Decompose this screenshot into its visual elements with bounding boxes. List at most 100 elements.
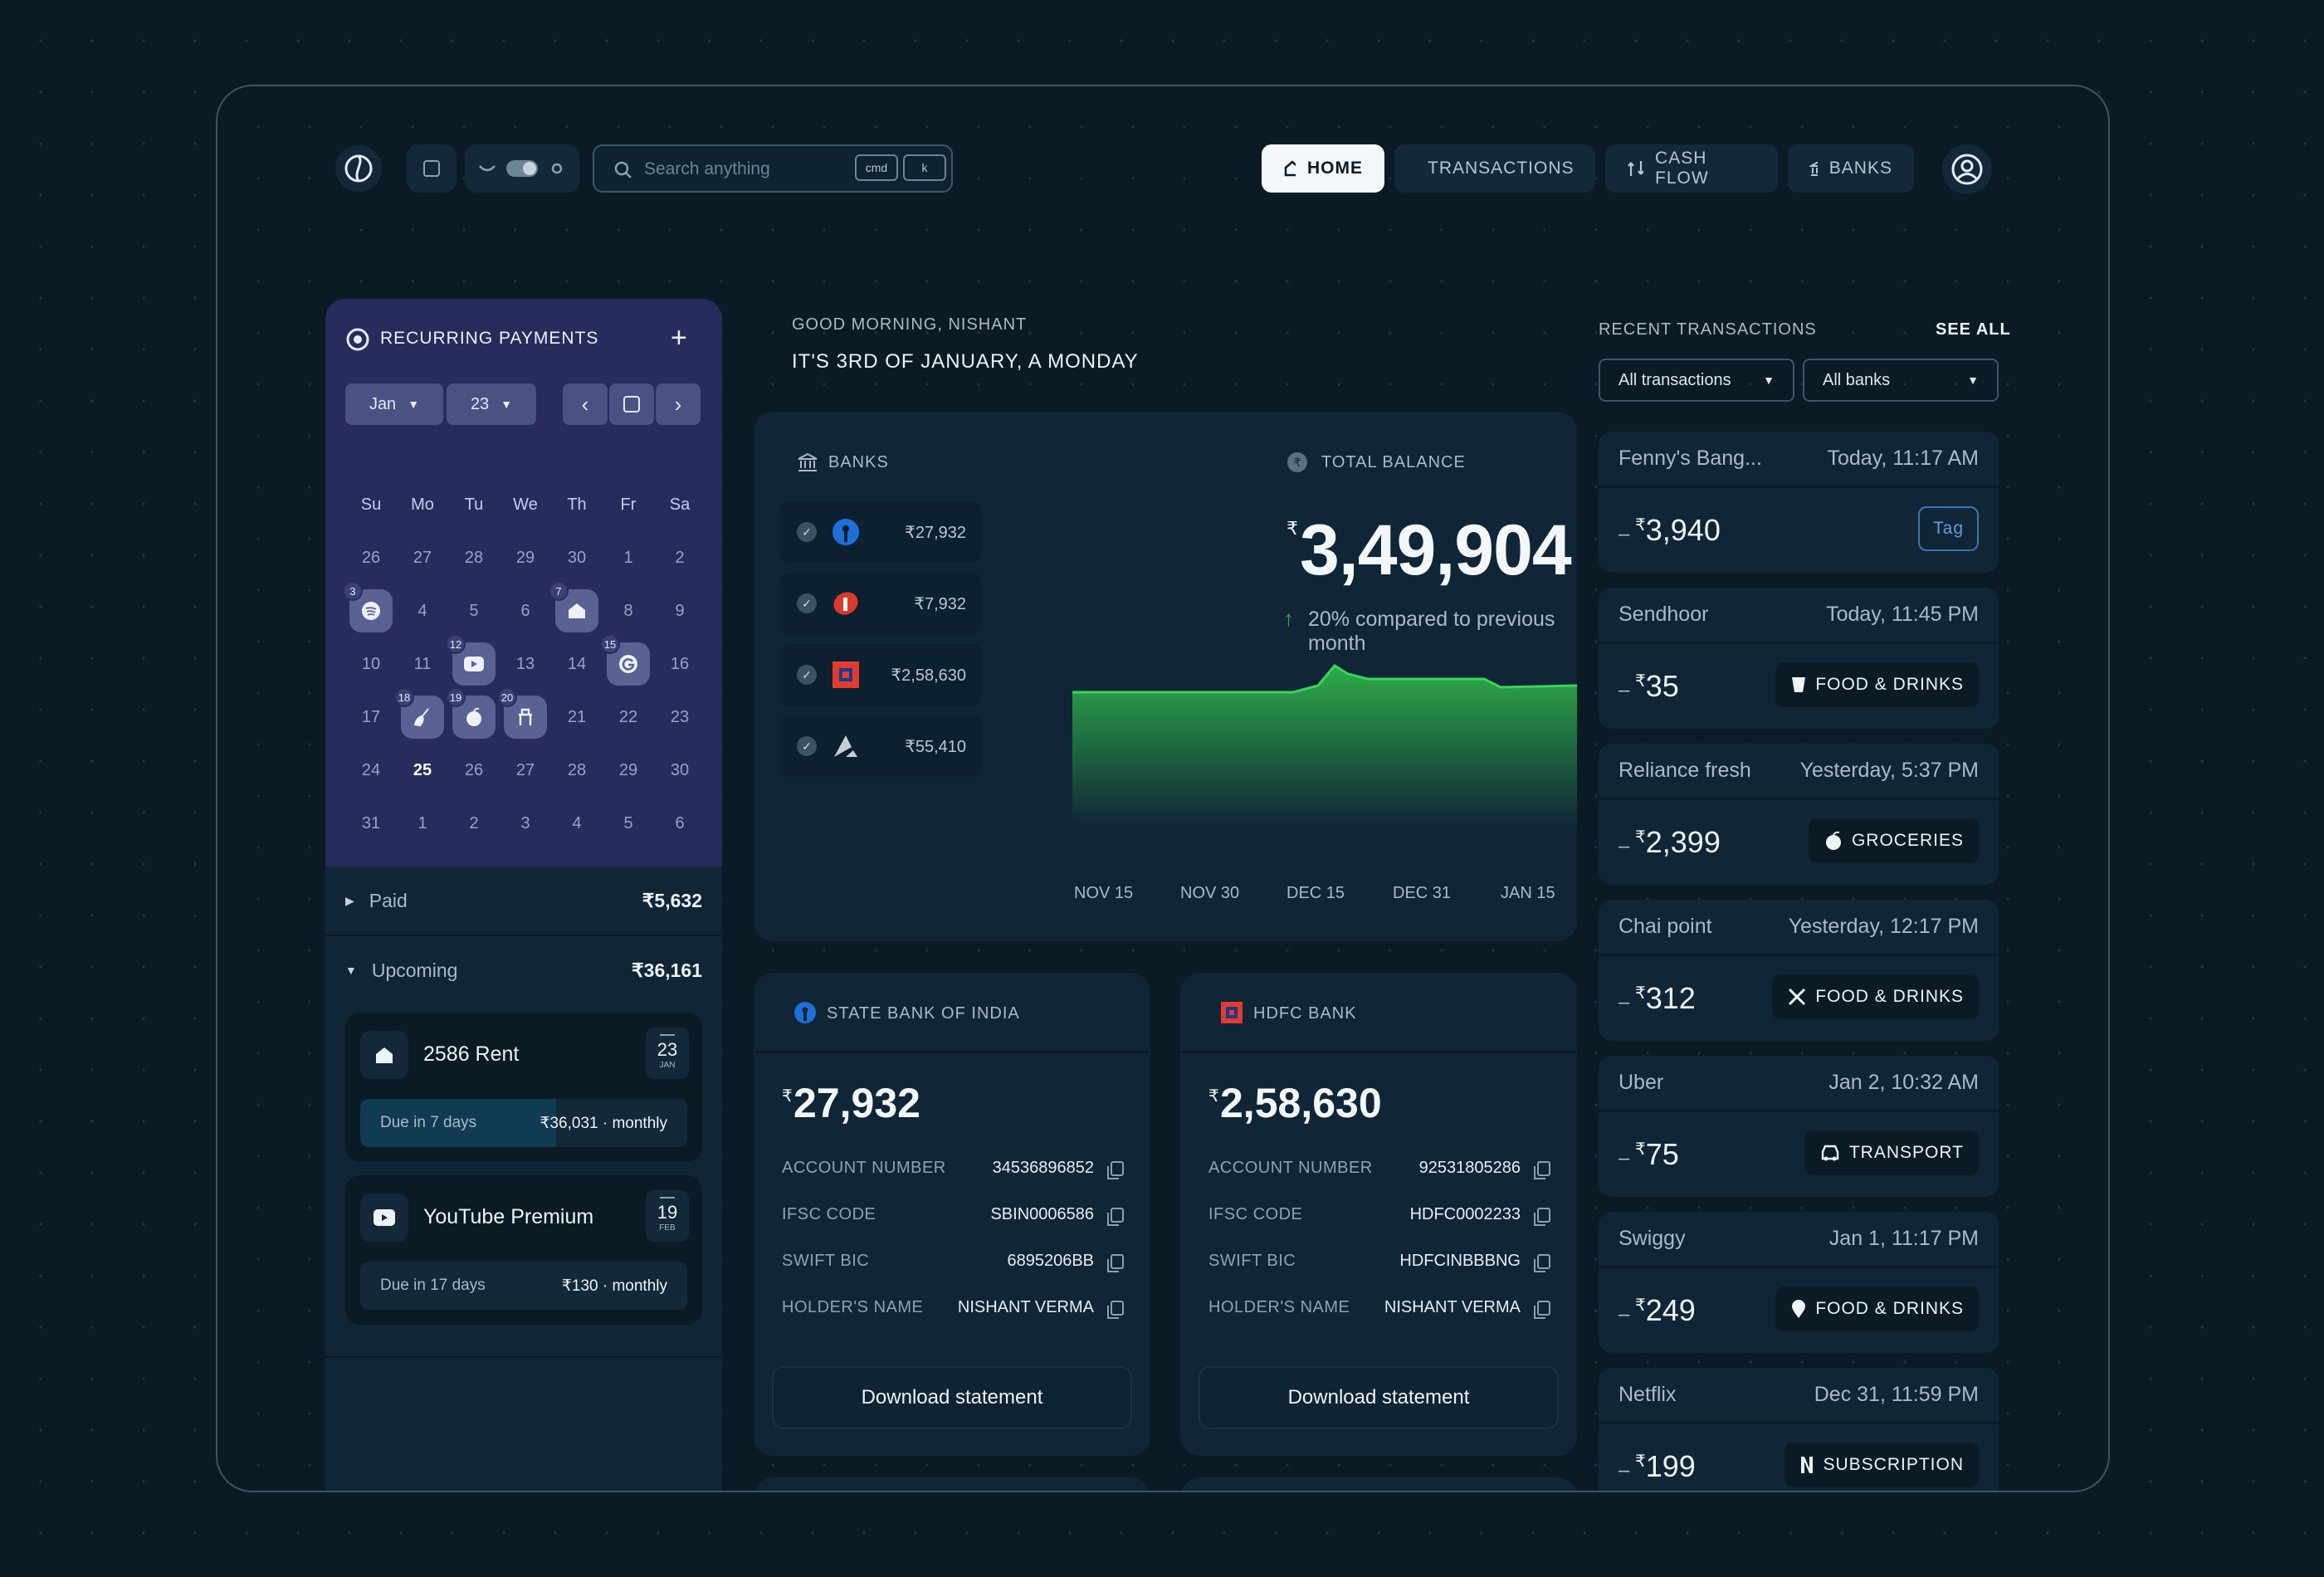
- calendar-day[interactable]: 26: [361, 548, 381, 567]
- calendar-event-15[interactable]: 15: [600, 634, 654, 686]
- calendar-day[interactable]: 6: [675, 813, 685, 832]
- bank-balance: ₹7,932: [914, 595, 966, 613]
- calendar-event-12[interactable]: 12: [446, 634, 500, 686]
- copy-icon[interactable]: [1107, 1253, 1124, 1272]
- recurring-item[interactable]: YouTube Premium 19 FEB Due in 17 days ₹1…: [345, 1175, 702, 1325]
- search-box[interactable]: Search anything cmd k: [593, 144, 953, 193]
- copy-icon[interactable]: [1107, 1300, 1124, 1319]
- calendar-day[interactable]: 27: [413, 548, 432, 567]
- calendar-day[interactable]: 9: [675, 601, 685, 620]
- bank-balance-row[interactable]: ✓ ₹2,58,630: [780, 644, 981, 706]
- transaction-type-filter[interactable]: All transactions ▼: [1599, 359, 1794, 402]
- transaction-item[interactable]: Uber Jan 2, 10:32 AM – ₹75 TRANSPORT: [1599, 1056, 1999, 1197]
- theme-toggle[interactable]: [465, 144, 579, 193]
- layout-button[interactable]: [407, 144, 456, 193]
- calendar-day[interactable]: 8: [623, 601, 633, 620]
- calendar-day[interactable]: 10: [361, 654, 381, 673]
- calendar-day[interactable]: 5: [623, 813, 633, 832]
- bank-balance-row[interactable]: ✓ ₹55,410: [780, 715, 981, 777]
- calendar-day[interactable]: 14: [567, 654, 587, 673]
- paid-row[interactable]: ▶ Paid ₹5,632: [325, 867, 722, 935]
- calendar-day[interactable]: 27: [515, 760, 535, 779]
- search-input[interactable]: Search anything: [644, 159, 770, 178]
- category-tag[interactable]: FOOD & DRINKS: [1775, 1286, 1979, 1331]
- category-tag[interactable]: GROCERIES: [1808, 818, 1979, 863]
- calendar-day[interactable]: 22: [618, 707, 638, 726]
- download-statement-button[interactable]: Download statement: [1199, 1366, 1559, 1429]
- calendar-day[interactable]: 29: [515, 548, 535, 567]
- prev-month-button[interactable]: ‹: [563, 383, 608, 425]
- app-logo[interactable]: [335, 145, 382, 192]
- calendar-day[interactable]: 16: [670, 654, 690, 673]
- bank-balance-row[interactable]: ✓ ₹7,932: [780, 573, 981, 634]
- month-select[interactable]: Jan ▼: [345, 383, 443, 425]
- copy-icon[interactable]: [1534, 1207, 1550, 1226]
- upcoming-row[interactable]: ▼ Upcoming ₹36,161: [325, 936, 722, 1004]
- calendar-day[interactable]: 13: [515, 654, 535, 673]
- calendar-day[interactable]: 6: [520, 601, 530, 620]
- category-tag[interactable]: FOOD & DRINKS: [1772, 974, 1979, 1019]
- profile-button[interactable]: [1942, 144, 1992, 194]
- bank-filter[interactable]: All banks ▼: [1803, 359, 1999, 402]
- category-tag[interactable]: SUBSCRIPTION: [1784, 1443, 1979, 1487]
- year-select[interactable]: 23 ▼: [447, 383, 536, 425]
- calendar-day[interactable]: 26: [464, 760, 484, 779]
- calendar-day[interactable]: 30: [567, 548, 587, 567]
- copy-icon[interactable]: [1534, 1160, 1550, 1179]
- calendar-day[interactable]: 30: [670, 760, 690, 779]
- nav-home[interactable]: HOME: [1262, 144, 1384, 193]
- calendar-day[interactable]: 1: [623, 548, 633, 567]
- calendar-event-20[interactable]: 20: [497, 687, 551, 739]
- download-statement-button[interactable]: Download statement: [772, 1366, 1132, 1429]
- nav-banks[interactable]: BANKS: [1788, 144, 1914, 193]
- calendar-today-button[interactable]: [609, 383, 654, 425]
- copy-icon[interactable]: [1534, 1300, 1550, 1319]
- category-tag[interactable]: FOOD & DRINKS: [1775, 662, 1979, 707]
- calendar-day[interactable]: 29: [618, 760, 638, 779]
- add-tag-button[interactable]: Tag: [1918, 506, 1979, 551]
- calendar-day[interactable]: 4: [417, 601, 427, 620]
- check-icon[interactable]: ✓: [797, 736, 817, 756]
- check-icon[interactable]: ✓: [797, 593, 817, 613]
- toggle-switch[interactable]: [506, 160, 538, 177]
- transaction-item[interactable]: Swiggy Jan 1, 11:17 PM – ₹249 FOOD & DRIN…: [1599, 1212, 1999, 1353]
- calendar-day[interactable]: 3: [520, 813, 530, 832]
- next-month-button[interactable]: ›: [656, 383, 701, 425]
- check-icon[interactable]: ✓: [797, 522, 817, 542]
- calendar-event-18[interactable]: 18: [394, 687, 448, 739]
- nav-transactions[interactable]: TRANSACTIONS: [1394, 144, 1595, 193]
- calendar-day[interactable]: 23: [670, 707, 690, 726]
- calendar-day[interactable]: 28: [464, 548, 484, 567]
- calendar-day[interactable]: 11: [413, 654, 432, 673]
- nav-cash-flow[interactable]: CASH FLOW: [1605, 144, 1778, 193]
- calendar-day[interactable]: 5: [469, 601, 479, 620]
- calendar-day[interactable]: 1: [417, 813, 427, 832]
- calendar-day[interactable]: 28: [567, 760, 587, 779]
- calendar-day[interactable]: 4: [572, 813, 582, 832]
- calendar-day[interactable]: 2: [469, 813, 479, 832]
- calendar-day[interactable]: 31: [361, 813, 381, 832]
- transaction-item[interactable]: Chai point Yesterday, 12:17 PM – ₹312 FOO…: [1599, 900, 1999, 1041]
- calendar-day[interactable]: 24: [361, 760, 381, 779]
- calendar-event-3[interactable]: 3: [343, 581, 397, 632]
- add-recurring-button[interactable]: +: [671, 322, 687, 354]
- calendar-day[interactable]: 17: [361, 707, 381, 726]
- copy-icon[interactable]: [1107, 1207, 1124, 1226]
- bank-balance-row[interactable]: ✓ ₹27,932: [780, 501, 981, 563]
- check-icon[interactable]: ✓: [797, 665, 817, 685]
- calendar-day[interactable]: 2: [675, 548, 685, 567]
- transaction-item[interactable]: Reliance fresh Yesterday, 5:37 PM – ₹2,39…: [1599, 744, 1999, 885]
- copy-icon[interactable]: [1107, 1160, 1124, 1179]
- transaction-item[interactable]: Sendhoor Today, 11:45 PM – ₹35 FOOD & DRI…: [1599, 588, 1999, 729]
- transaction-item[interactable]: Fenny's Bang... Today, 11:17 AM – ₹3,940 …: [1599, 432, 1999, 573]
- category-tag[interactable]: TRANSPORT: [1804, 1130, 1979, 1175]
- apple-icon: [1825, 831, 1841, 850]
- calendar-event-7[interactable]: 7: [549, 581, 603, 632]
- calendar-day-today[interactable]: 25: [413, 760, 432, 779]
- calendar-event-19[interactable]: 19: [446, 687, 500, 739]
- copy-icon[interactable]: [1534, 1253, 1550, 1272]
- see-all-link[interactable]: SEE ALL: [1936, 320, 2011, 339]
- recurring-item[interactable]: 2586 Rent 23 JAN Due in 7 days ₹36,031 ·…: [345, 1013, 702, 1162]
- transaction-item[interactable]: Netflix Dec 31, 11:59 PM – ₹199 SUBSCRIPT…: [1599, 1368, 1999, 1491]
- calendar-day[interactable]: 21: [567, 707, 587, 726]
